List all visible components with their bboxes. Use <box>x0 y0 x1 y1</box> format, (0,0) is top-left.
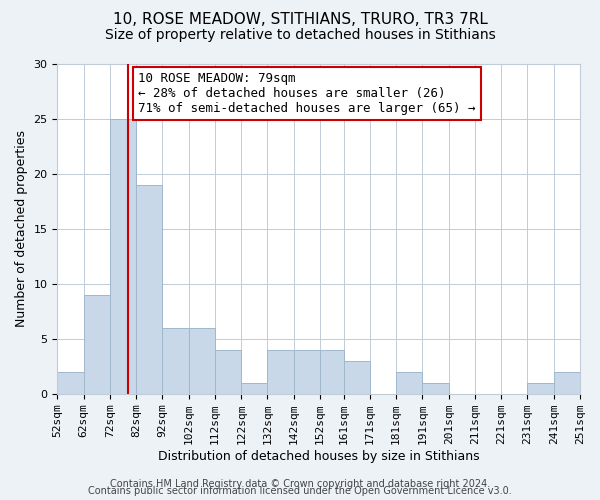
Text: Contains HM Land Registry data © Crown copyright and database right 2024.: Contains HM Land Registry data © Crown c… <box>110 479 490 489</box>
Bar <box>83 295 110 394</box>
X-axis label: Distribution of detached houses by size in Stithians: Distribution of detached houses by size … <box>158 450 479 462</box>
Y-axis label: Number of detached properties: Number of detached properties <box>15 130 28 328</box>
Bar <box>189 328 215 394</box>
Bar <box>163 328 189 394</box>
Text: 10 ROSE MEADOW: 79sqm
← 28% of detached houses are smaller (26)
71% of semi-deta: 10 ROSE MEADOW: 79sqm ← 28% of detached … <box>139 72 476 115</box>
Bar <box>320 350 344 394</box>
Bar <box>136 185 163 394</box>
Text: 10, ROSE MEADOW, STITHIANS, TRURO, TR3 7RL: 10, ROSE MEADOW, STITHIANS, TRURO, TR3 7… <box>113 12 487 28</box>
Bar <box>268 350 294 394</box>
Bar <box>527 382 554 394</box>
Bar <box>215 350 241 394</box>
Bar <box>294 350 320 394</box>
Bar <box>110 119 136 394</box>
Text: Contains public sector information licensed under the Open Government Licence v3: Contains public sector information licen… <box>88 486 512 496</box>
Bar <box>422 382 449 394</box>
Text: Size of property relative to detached houses in Stithians: Size of property relative to detached ho… <box>104 28 496 42</box>
Bar <box>241 382 268 394</box>
Bar <box>396 372 422 394</box>
Bar <box>554 372 580 394</box>
Bar <box>58 372 83 394</box>
Bar <box>344 361 370 394</box>
